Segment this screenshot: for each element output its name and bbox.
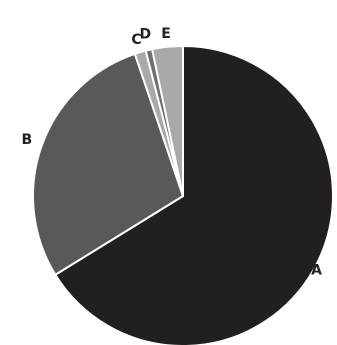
pie-slice-b [32,52,184,276]
pie-slice-e [151,45,184,197]
slice-label-e: E [161,26,171,42]
slice-label-d: D [139,26,151,42]
slice-label-b: B [21,132,32,148]
slice-label-c: C [131,32,141,48]
slice-label-a: A [311,263,322,279]
pie-slices [32,45,334,345]
pie-slice-a [54,45,334,345]
pie-labels: A B CD E [21,26,322,279]
